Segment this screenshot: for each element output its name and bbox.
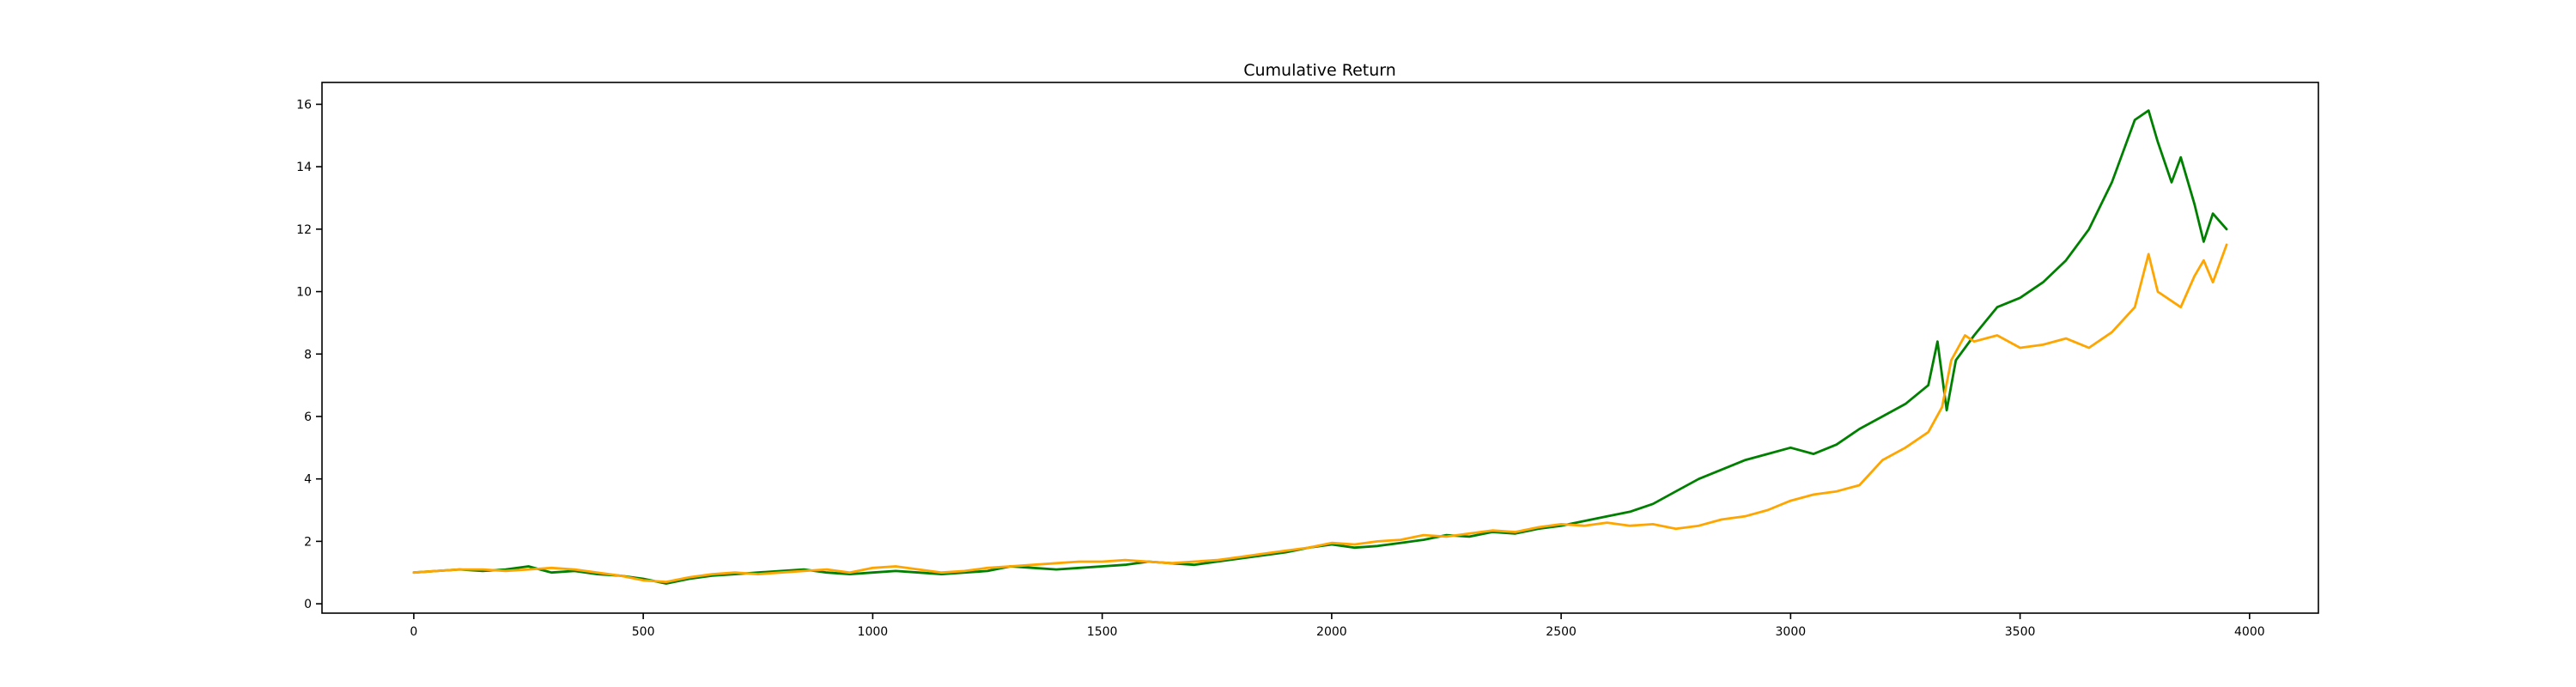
y-tick-label: 14 — [296, 161, 312, 174]
x-tick-label: 2000 — [1316, 625, 1347, 639]
x-tick-label: 1500 — [1087, 625, 1118, 639]
y-tick-label: 8 — [304, 348, 312, 362]
y-tick-label: 10 — [296, 286, 312, 300]
series-layer — [412, 109, 2228, 585]
series-line-1 — [412, 109, 2228, 585]
series-line-2 — [412, 243, 2228, 583]
chart-title: Cumulative Return — [1243, 61, 1396, 80]
x-tick-label: 4000 — [2234, 625, 2265, 639]
x-tick-label: 0 — [410, 625, 417, 639]
x-tick-label: 3000 — [1776, 625, 1807, 639]
plot-area-frame — [321, 82, 2319, 614]
y-tick-label: 2 — [304, 535, 312, 549]
x-tick-label: 3500 — [2005, 625, 2036, 639]
x-tick-label: 1000 — [858, 625, 889, 639]
y-tick-label: 12 — [296, 223, 312, 237]
y-axis: 0 2 4 6 8 10 12 14 16 — [296, 98, 322, 611]
y-tick-label: 4 — [304, 473, 312, 487]
y-tick-label: 6 — [304, 410, 312, 424]
y-tick-label: 0 — [304, 598, 312, 611]
x-tick-label: 2500 — [1546, 625, 1577, 639]
x-axis: 0 500 1000 1500 2000 2500 3000 3500 4000 — [410, 613, 2265, 639]
y-tick-label: 16 — [296, 98, 312, 112]
x-tick-label: 500 — [632, 625, 655, 639]
